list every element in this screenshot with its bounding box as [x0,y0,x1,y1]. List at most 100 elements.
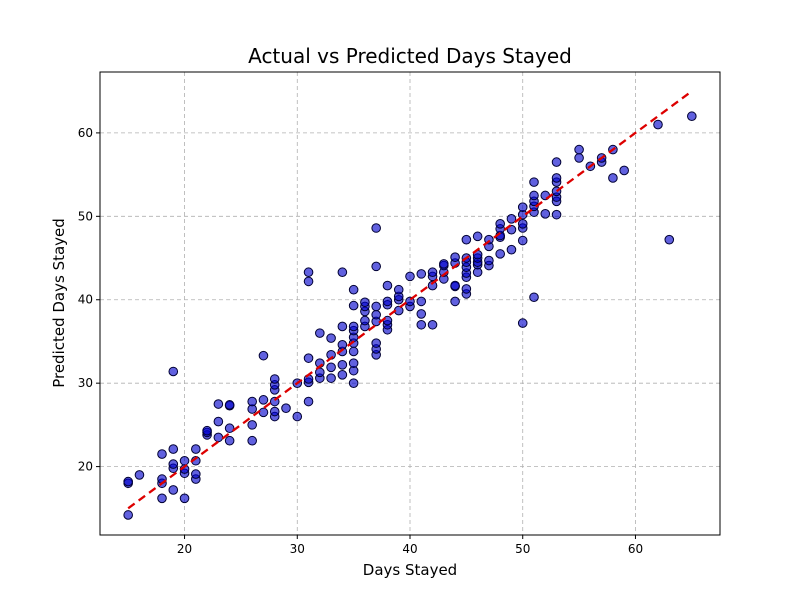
data-point [213,432,224,443]
data-point [315,328,325,338]
y-tick-label: 30 [78,376,93,390]
data-point [202,425,212,436]
data-point [337,339,348,350]
x-tick-label: 40 [402,542,417,556]
data-point [191,444,201,454]
data-point [348,346,359,357]
data-point [472,231,483,242]
data-point [382,280,393,291]
data-point [315,367,325,378]
data-point [348,378,359,388]
data-point [269,374,280,384]
data-point [326,373,336,383]
data-point [416,296,427,307]
data-point [506,244,517,255]
data-point [439,259,449,269]
ticks-layer: 20 30 40 50 60 20 30 40 50 60 [78,126,643,556]
x-tick-label: 20 [177,542,192,556]
chart-title: Actual vs Predicted Days Stayed [248,44,572,68]
data-point [416,319,427,330]
data-point [574,144,584,155]
data-point [224,400,235,410]
data-point [157,449,167,459]
data-point [281,403,291,413]
x-tick-label: 30 [290,542,305,556]
data-point [416,269,427,279]
data-point [247,435,257,446]
data-point [337,267,348,278]
data-point [529,292,539,303]
data-point [213,399,224,409]
data-point [517,318,528,328]
data-point [337,360,348,370]
data-point [371,261,381,272]
data-point [393,284,404,295]
y-tick-label: 60 [78,126,93,140]
data-point [517,219,528,229]
data-point [157,493,167,504]
y-tick-label: 20 [78,460,93,474]
data-point [461,284,472,294]
data-point [247,420,257,430]
data-point [551,209,562,220]
data-point [168,459,179,469]
data-point [348,300,359,311]
data-point [303,276,314,287]
data-point [461,234,472,245]
data-point [427,267,438,278]
data-point [360,297,370,308]
data-point [348,321,359,332]
y-tick-label: 50 [78,209,93,223]
data-point [168,485,179,495]
data-point [551,157,562,167]
data-point [664,234,675,245]
data-point [608,173,618,183]
data-point [326,362,336,373]
data-point [337,370,348,380]
y-axis-label: Predicted Days Stayed [50,218,68,388]
data-point [360,315,370,326]
y-tick-label: 40 [78,293,93,307]
data-point [303,267,314,278]
data-point [495,219,505,229]
data-point [529,190,539,201]
data-point [529,177,539,187]
data-point [371,301,381,312]
data-point [371,309,381,320]
data-point [269,406,280,417]
data-point [450,296,460,307]
data-point [191,469,201,479]
data-point [574,153,584,163]
data-point [382,296,393,307]
data-point [450,280,460,291]
data-point [213,416,224,427]
data-point [292,411,303,422]
data-point [348,284,359,295]
data-point [258,407,269,418]
data-point [371,223,381,233]
data-point [123,476,133,487]
data-point [450,252,460,263]
x-tick-label: 50 [515,542,530,556]
x-tick-label: 60 [628,542,643,556]
data-point [427,280,438,291]
data-point [123,510,133,520]
data-point [179,455,190,466]
data-point [258,395,269,405]
data-point [484,255,494,266]
data-point [168,444,179,454]
data-point [517,235,528,246]
data-point [517,202,528,212]
data-point [337,321,348,332]
data-point [371,338,381,348]
data-point [224,423,235,434]
data-point [540,209,551,219]
data-point [619,165,629,176]
data-point [247,396,257,407]
data-point [303,396,314,407]
data-point [506,214,517,224]
data-point [258,350,269,361]
data-point [427,319,438,330]
